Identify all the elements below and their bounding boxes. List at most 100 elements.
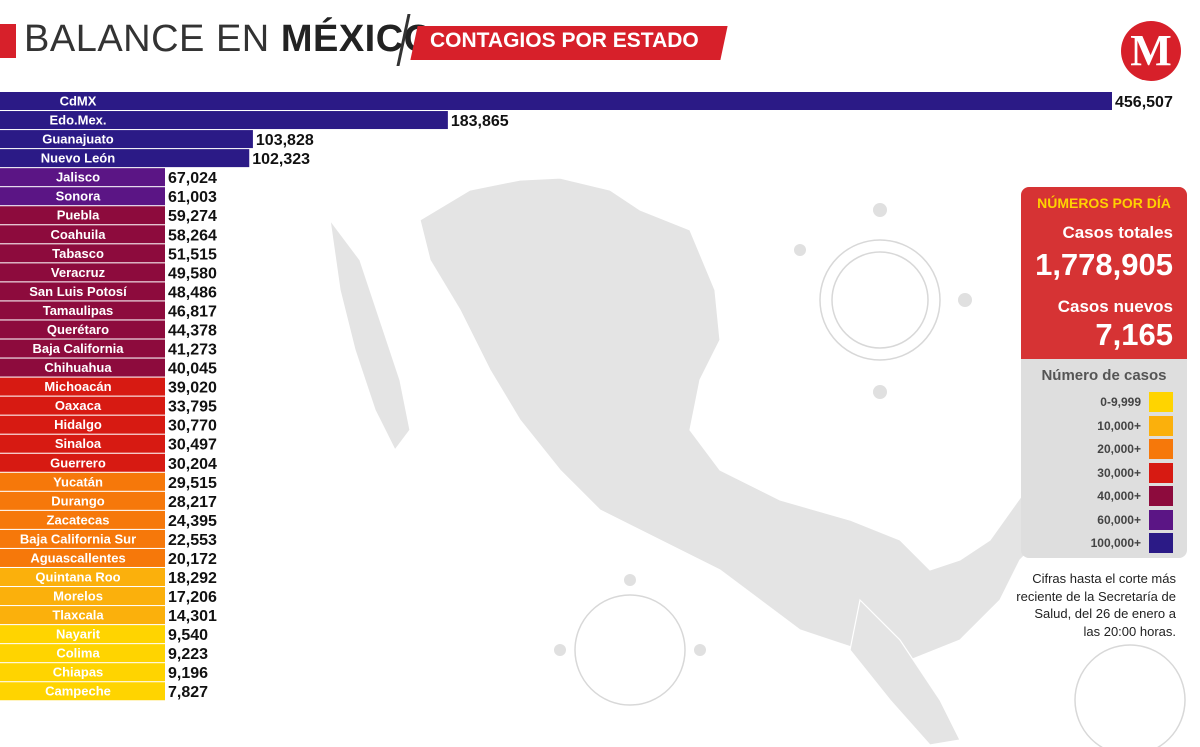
bar [0,225,165,244]
legend-title: Número de casos [1041,367,1167,384]
value-label: 7,827 [168,684,208,701]
bar [0,320,165,339]
category-label: Puebla [57,208,100,223]
category-label: Baja California [32,341,124,356]
value-label: 20,172 [168,551,217,568]
bar [0,529,165,548]
bar-row: Tabasco 51,515 [0,244,217,263]
bar-row: CdMX 456,507 [0,92,1173,111]
legend-swatch [1149,462,1173,483]
legend-swatch [1149,392,1173,412]
milenio-logo: M [1121,21,1181,81]
legend-item: 100,000+ [1091,533,1173,553]
bar-row: Coahuila 58,264 [0,225,217,244]
bar-row: Chiapas 9,196 [0,663,208,682]
category-label: Nuevo León [41,151,115,166]
legend-item: 10,000+ [1097,415,1173,436]
bar-row: Puebla 59,274 [0,206,217,225]
bar [0,187,165,206]
bar [0,606,165,625]
bar [0,625,165,644]
value-label: 9,223 [168,646,208,663]
bar-row: Nuevo León 102,323 [0,149,310,168]
bar [0,644,165,663]
category-label: Coahuila [51,227,107,242]
value-label: 17,206 [168,589,217,606]
bar [0,301,165,320]
new-cases-value: 7,165 [1095,317,1173,352]
category-label: Nayarit [56,627,101,642]
bar [0,510,165,529]
category-label: Querétaro [47,322,109,337]
bar-row: Baja California 41,273 [0,339,217,359]
value-label: 46,817 [168,303,217,320]
legend-swatch [1149,415,1173,436]
category-label: Tabasco [52,246,104,261]
bar-row: Veracruz 49,580 [0,263,217,282]
category-label: CdMX [60,94,97,109]
category-label: Guanajuato [42,132,114,147]
value-label: 58,264 [168,227,217,244]
value-label: 30,497 [168,437,217,454]
category-label: Baja California Sur [20,531,136,546]
value-label: 22,553 [168,532,217,549]
legend-item-label: 60,000+ [1097,512,1141,527]
bar-row: Colima 9,223 [0,644,208,663]
value-label: 51,515 [168,246,217,263]
title-accent-bar [0,24,16,58]
bar-row: Tamaulipas 46,817 [0,301,217,320]
category-label: San Luis Potosí [29,284,127,299]
bar [0,282,165,301]
legend-swatch [1149,509,1173,530]
value-label: 24,395 [168,513,217,530]
category-label: Edo.Mex. [49,113,106,128]
bar [0,358,165,377]
bar-row: Hidalgo 30,770 [0,415,217,435]
value-label: 30,204 [168,456,217,473]
panel-heading: NÚMEROS POR DÍA [1037,195,1171,211]
value-label: 102,323 [252,151,310,168]
bar [0,206,165,225]
bar-row: San Luis Potosí 48,486 [0,282,217,301]
bar [0,130,253,149]
bar [0,111,448,130]
bar [0,663,165,682]
value-label: 44,378 [168,322,217,339]
bar [0,472,165,491]
legend-item-label: 30,000+ [1097,465,1141,480]
legend-item: 0-9,999 [1100,392,1173,412]
legend-item: 40,000+ [1097,486,1173,506]
value-label: 49,580 [168,265,217,282]
legend-item: 20,000+ [1097,439,1173,459]
title-light: BALANCE EN [24,18,281,60]
value-label: 40,045 [168,361,217,378]
bar-row: Sonora 61,003 [0,187,217,206]
category-label: Campeche [45,684,111,699]
category-label: Jalisco [56,170,100,185]
bar [0,92,1112,110]
bar-row: Quintana Roo 18,292 [0,568,217,587]
bar [0,415,165,434]
total-cases-value: 1,778,905 [1035,247,1173,282]
category-label: Oaxaca [55,398,102,413]
value-label: 41,273 [168,342,217,359]
daily-numbers-panel: NÚMEROS POR DÍA Casos totales 1,778,905 … [1021,187,1187,359]
value-label: 48,486 [168,284,217,301]
bar-row: Baja California Sur 22,553 [0,529,217,549]
bar [0,377,165,396]
category-label: Colima [56,646,100,661]
bar-row: Zacatecas 24,395 [0,510,217,530]
category-label: Sonora [56,189,102,204]
value-label: 29,515 [168,475,217,492]
legend-item-label: 100,000+ [1090,536,1141,550]
value-label: 67,024 [168,170,217,187]
category-label: Veracruz [51,265,106,280]
bar-row: Sinaloa 30,497 [0,434,217,454]
bar-row: Morelos 17,206 [0,587,217,606]
legend-item: 60,000+ [1097,509,1173,530]
value-label: 9,196 [168,665,208,682]
bar [0,263,165,282]
bar-row: Durango 28,217 [0,491,217,511]
